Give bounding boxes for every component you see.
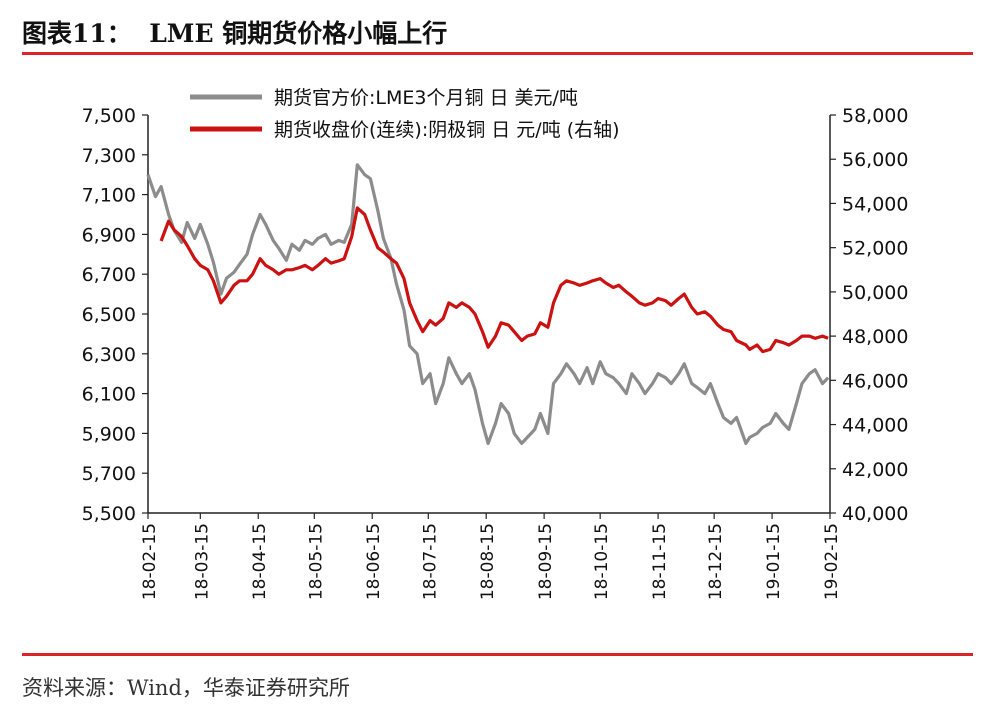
x-tick-label: 18-04-15 (250, 523, 270, 600)
left-tick-label: 7,300 (82, 145, 136, 167)
right-tick-label: 54,000 (842, 193, 908, 215)
left-tick-label: 6,100 (82, 384, 136, 406)
right-tick-label: 58,000 (842, 105, 908, 127)
plot-area (146, 163, 830, 445)
left-tick-label: 5,500 (82, 503, 136, 525)
right-tick-label: 50,000 (842, 282, 908, 304)
right-tick-label: 40,000 (842, 503, 908, 525)
series-line-shfe (159, 206, 829, 354)
left-tick-label: 6,700 (82, 264, 136, 286)
top-divider (22, 52, 973, 55)
legend-label-shfe: 期货收盘价(连续):阴极铜 日 元/吨 (右轴) (274, 119, 620, 141)
x-tick-label: 18-06-15 (364, 523, 384, 600)
chart-axes (147, 115, 831, 514)
x-tick-label: 19-02-15 (822, 523, 842, 600)
right-axis-ticks: 40,000 42,000 44,000 46,000 48,000 50,000 52,0… (830, 105, 908, 525)
legend-label-lme: 期货官方价:LME3个月铜 日 美元/吨 (274, 87, 578, 109)
left-tick-label: 7,100 (82, 185, 136, 207)
right-tick-label: 44,000 (842, 415, 908, 437)
left-tick-label: 5,900 (82, 423, 136, 445)
right-tick-label: 42,000 (842, 459, 908, 481)
x-tick-label: 18-05-15 (306, 523, 326, 600)
series-line-lme (146, 163, 830, 445)
x-tick-label: 18-12-15 (706, 523, 726, 600)
line-chart: 5,500 5,700 5,900 6,100 6,300 6,500 6,700 6,900… (82, 87, 909, 600)
x-tick-label: 18-08-15 (478, 523, 498, 600)
x-tick-label: 18-09-15 (536, 523, 556, 600)
figure-title: 图表11： LME 铜期货价格小幅上行 (22, 19, 448, 48)
left-tick-label: 7,500 (82, 105, 136, 127)
right-tick-label: 56,000 (842, 149, 908, 171)
bottom-divider (22, 653, 973, 656)
x-tick-label: 18-07-15 (420, 523, 440, 600)
left-tick-label: 6,500 (82, 304, 136, 326)
x-tick-label: 18-11-15 (650, 523, 670, 600)
x-tick-label: 18-02-15 (140, 523, 160, 600)
x-tick-label: 18-03-15 (192, 523, 212, 600)
right-tick-label: 46,000 (842, 370, 908, 392)
source-note: 资料来源：Wind，华泰证券研究所 (22, 676, 350, 700)
right-tick-label: 48,000 (842, 326, 908, 348)
left-tick-label: 6,300 (82, 344, 136, 366)
left-tick-label: 5,700 (82, 463, 136, 485)
left-axis-ticks: 5,500 5,700 5,900 6,100 6,300 6,500 6,700 6,900… (82, 105, 148, 525)
x-tick-label: 19-01-15 (764, 523, 784, 600)
x-axis-ticks: 18-02-15 18-03-15 18-04-15 18-05-15 18-06-15… (140, 513, 842, 600)
left-tick-label: 6,900 (82, 224, 136, 246)
x-tick-label: 18-10-15 (592, 523, 612, 600)
right-tick-label: 52,000 (842, 238, 908, 260)
